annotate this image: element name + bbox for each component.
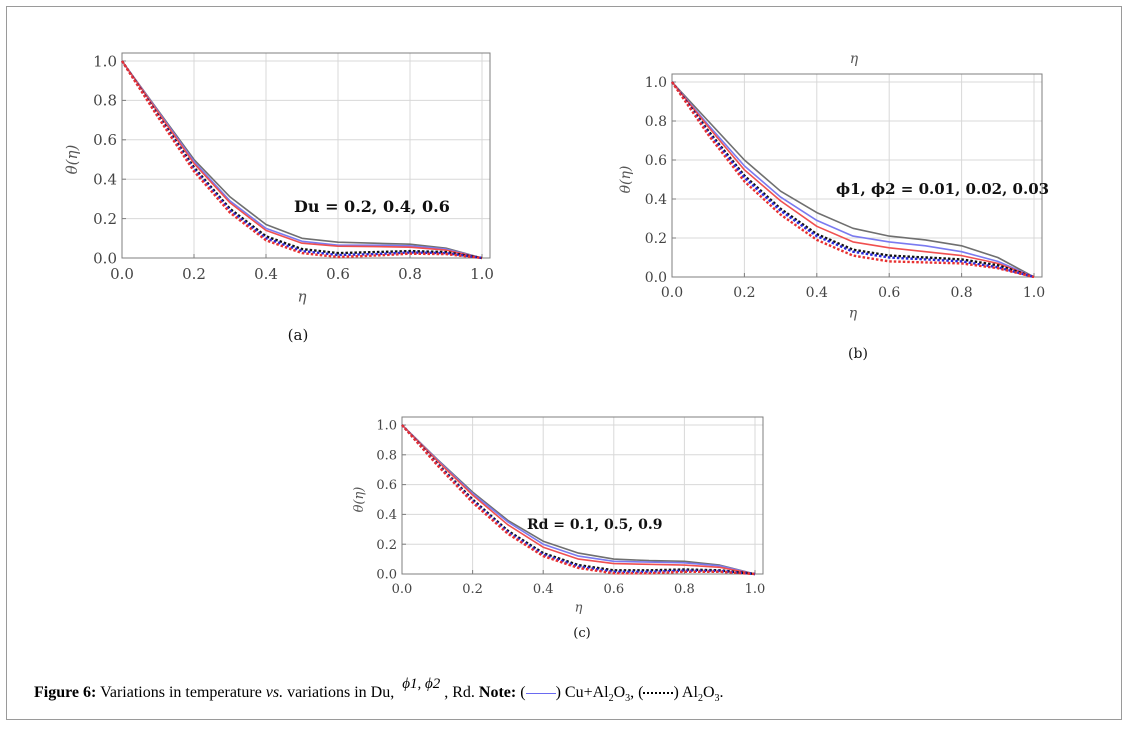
x-tick-label: 0.0 [110,265,134,283]
y-tick-label: 0.6 [376,478,397,493]
x-tick-label: 0.6 [878,285,900,301]
caption-text-c: , Rd. [444,684,475,701]
legend1-text-b: O [613,684,626,701]
y-tick-label: 0.2 [645,231,667,247]
y-tick-label: 0.2 [376,538,397,553]
y-tick-label: 0.8 [376,448,397,463]
y-tick-label: 0.0 [645,270,667,286]
x-axis-label: η [575,601,583,616]
parameter-annotation: ϕ1, ϕ2 = 0.01, 0.02, 0.03 [836,180,1049,198]
series-line-dotted-blue_dot [671,81,1035,279]
y-tick-label: 1.0 [93,52,117,70]
parameter-annotation: Du = 0.2, 0.4, 0.6 [294,197,450,216]
figure-frame [6,6,1122,720]
plot-frame [671,73,1043,278]
legend1-sub2: 2 [608,693,614,705]
x-tick-label: 0.4 [254,265,278,283]
x-tick-label: 0.2 [733,285,755,301]
x-tick-label: 0.6 [603,582,624,597]
series-line-solid-gray [671,81,1035,278]
series-line-solid-red [401,424,756,575]
x-tick-label: 0.0 [392,582,413,597]
chart-a: 0.0 0.2 0.4 0.6 0.8 1.0 0.0 0.2 0.4 0.6 0.8 1.0 η θ(η… [63,52,494,344]
subfigure-caption: (a) [288,326,309,344]
caption-text-a: Variations in temperature [100,684,262,701]
series-line-dotted-red_dot [120,60,483,260]
series-line-solid-blue [671,81,1035,278]
x-tick-label: 0.4 [806,285,828,301]
legend2-text-a: ) Al [673,684,698,701]
subfigure-caption: (c) [573,626,590,641]
caption-end: . [719,684,724,701]
series-line-dotted-black_dot [121,60,483,260]
y-axis-label: θ(η) [618,166,634,194]
y-tick-label: 0.0 [376,568,397,583]
chart-b: 0.0 0.2 0.4 0.6 0.8 1.0 0.0 0.2 0.4 0.6 0.8 1.0 η θ(η… [618,51,1049,362]
legend-paren-open: ( [520,684,526,701]
x-tick-label: 0.0 [661,285,683,301]
series-line-solid-blue [121,60,483,259]
legend-solid-line-swatch [525,692,556,694]
series-line-dotted-blue_dot [120,60,483,260]
caption-vs: vs. [265,684,284,701]
parameter-annotation: Rd = 0.1, 0.5, 0.9 [527,517,662,533]
legend2-text-b: O [702,684,715,701]
y-tick-label: 1.0 [376,419,397,434]
y-tick-label: 0.8 [93,92,117,110]
y-tick-label: 1.0 [645,75,667,91]
y-tick-label: 0.2 [93,210,117,228]
series-line-dotted-black_dot [671,81,1035,279]
legend2-sub3: 3 [714,693,720,705]
y-axis-label: θ(η) [352,487,367,513]
x-axis-label: η [298,288,307,306]
legend2-sub2: 2 [697,693,703,705]
legend1-text-a: ) Cu+Al [555,684,609,701]
y-tick-label: 0.6 [645,153,667,169]
x-tick-label: 0.8 [950,285,972,301]
x-tick-label: 0.8 [398,265,422,283]
x-tick-label: 0.6 [326,265,350,283]
legend-mid: , ( [630,684,644,701]
y-tick-label: 0.0 [93,249,117,267]
x-tick-label: 1.0 [1023,285,1045,301]
x-tick-label: 0.8 [674,582,695,597]
x-tick-label: 1.0 [470,265,494,283]
figure-caption: Figure 6: Variations in temperature vs. … [34,676,724,704]
series-line-dotted-black_dot [401,424,756,576]
subfigure-caption: (b) [848,346,868,362]
y-tick-label: 0.4 [645,192,667,208]
legend-dotted-line-swatch [643,692,674,695]
x-tick-label: 0.4 [533,582,554,597]
figure-label: Figure 6: [34,684,97,701]
plot-frame [121,52,491,259]
y-tick-label: 0.4 [376,508,397,523]
plot-frame [401,416,764,575]
series-line-dotted-red_dot [401,424,756,576]
top-axis-label: η [850,51,859,67]
y-tick-label: 0.6 [93,131,117,149]
series-line-solid-gray [401,424,756,575]
legend1-sub3: 3 [625,693,631,705]
series-line-solid-gray [121,60,483,259]
series-line-solid-red [121,60,483,259]
x-tick-label: 0.2 [462,582,483,597]
series-line-dotted-blue_dot [401,424,756,576]
caption-phi-symbols: ϕ1, ϕ2 [402,676,441,692]
x-tick-label: 0.2 [182,265,206,283]
x-axis-label: η [849,306,858,322]
y-axis-label: θ(η) [63,144,81,174]
series-line-solid-blue [401,424,756,575]
note-label: Note: [478,684,517,701]
y-tick-label: 0.4 [93,170,117,188]
y-tick-label: 0.8 [645,114,667,130]
caption-text-b: variations in Du, [287,684,395,701]
x-tick-label: 1.0 [745,582,766,597]
series-line-solid-red [671,81,1035,278]
chart-c: 0.0 0.2 0.4 0.6 0.8 1.0 0.0 0.2 0.4 0.6 0.8 1.0 η θ(η… [352,416,766,641]
